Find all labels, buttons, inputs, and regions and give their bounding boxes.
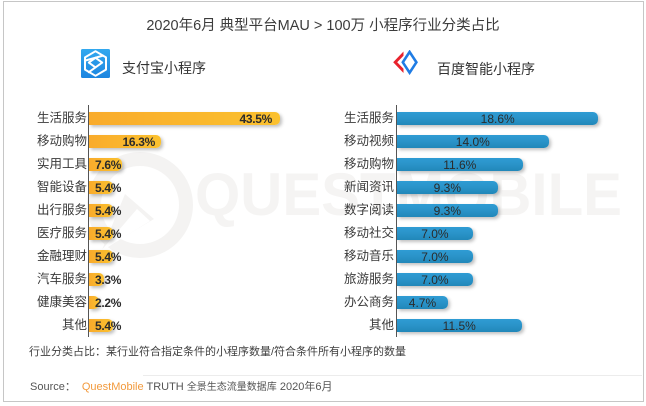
svg-text:QUESTMOBILE: QUESTMOBILE: [195, 161, 622, 228]
